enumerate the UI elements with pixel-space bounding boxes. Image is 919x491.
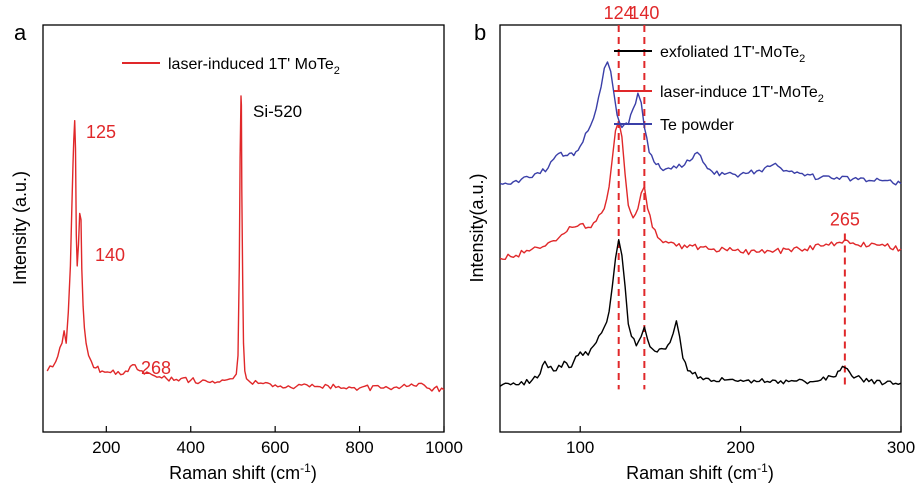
panel-b-xlabel: Raman shift (cm-1) (626, 461, 774, 483)
panel-b-ticks: 100 200 300 (566, 426, 915, 457)
x-tick-label-400: 400 (177, 438, 205, 457)
x-tick-label-1000: 1000 (425, 438, 463, 457)
panel-a-ticks: 200 400 600 800 1000 (92, 426, 463, 457)
series-line-laser-induce-1t-mote2 (499, 120, 902, 260)
panel-a-letter: a (14, 20, 27, 45)
peak-label-140: 140 (95, 245, 125, 265)
dashed-line-label-140: 140 (629, 3, 659, 23)
panel-a: a 200 400 600 800 1000 laser-induced 1T' MoT… (10, 20, 463, 483)
x-tick-label-100: 100 (566, 438, 594, 457)
legend-b-label-laser: laser-induce 1T'-MoTe2 (660, 84, 824, 105)
series-line-exfoliated-1t-mote2 (499, 239, 902, 387)
x-tick-label-300: 300 (887, 438, 915, 457)
legend-b-label-exfoliated: exfoliated 1T'-MoTe2 (660, 44, 805, 65)
peak-label-125: 125 (86, 122, 116, 142)
panel-a-frame (42, 24, 445, 433)
panel-b-series (499, 61, 902, 387)
panel-b-frame (499, 24, 902, 433)
legend-b-label-te: Te powder (660, 117, 734, 134)
dashed-line-label-124: 124 (604, 3, 634, 23)
x-tick-label-600: 600 (261, 438, 289, 457)
peak-label-si-520: Si-520 (253, 102, 302, 121)
panel-a-ylabel: Intensity (a.u.) (10, 171, 30, 285)
panel-a-series (46, 95, 445, 393)
legend-a-label: laser-induced 1T' MoTe2 (168, 56, 340, 77)
peak-label-268: 268 (141, 358, 171, 378)
panel-b-letter: b (474, 20, 486, 45)
dashed-line-label-265: 265 (830, 210, 860, 230)
series-line-te-powder (499, 61, 902, 186)
x-tick-label-200: 200 (726, 438, 754, 457)
x-tick-label-800: 800 (345, 438, 373, 457)
series-line-laser-induced-1t-mote2 (46, 95, 445, 393)
panel-b-ylabel: Intensity(a.u.) (467, 173, 487, 282)
x-tick-label-200: 200 (92, 438, 120, 457)
panel-a-xlabel: Raman shift (cm-1) (169, 461, 317, 483)
